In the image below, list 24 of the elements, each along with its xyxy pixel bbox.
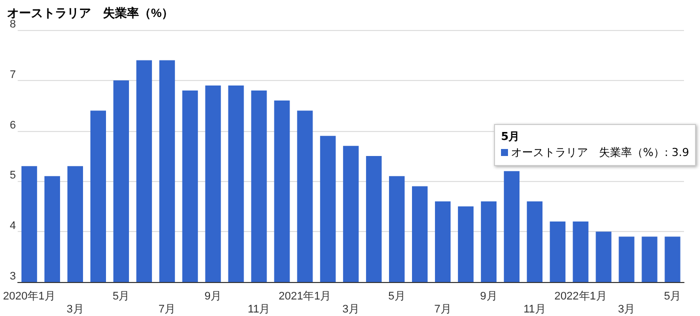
x-tick-label: 2022年1月 [554, 290, 607, 302]
x-tick-label: 3月 [618, 304, 636, 316]
x-tick-label: 9月 [204, 290, 222, 302]
y-tick-label: 7 [10, 68, 16, 81]
annotation: オーストラリア 失業率（%）: 3.9 [511, 146, 690, 159]
x-tick-label: 5月 [664, 290, 682, 302]
x-tick-label: 5月 [388, 290, 406, 302]
x-tick-label: 7月 [158, 304, 176, 316]
y-tick-label: 6 [10, 119, 16, 132]
x-tick-label: 3月 [342, 304, 360, 316]
y-tick-label: 4 [10, 220, 16, 232]
x-tick-label: 3月 [66, 304, 84, 316]
y-tick-label: 8 [10, 18, 16, 30]
y-tick-label: 5 [10, 170, 16, 182]
annotation: 5月 [501, 129, 521, 145]
x-tick-label: 9月 [480, 290, 498, 302]
x-tick-label: 11月 [523, 304, 546, 316]
x-tick-label: 2020年1月 [2, 290, 56, 302]
x-tick-label: 5月 [112, 290, 130, 302]
y-tick-label: 3 [10, 270, 16, 282]
x-tick-label: 2021年1月 [278, 290, 332, 302]
x-tick-label: 11月 [248, 304, 270, 316]
chart-title: オーストラリア 失業率（%） [7, 6, 174, 20]
x-tick-label: 7月 [434, 304, 452, 316]
